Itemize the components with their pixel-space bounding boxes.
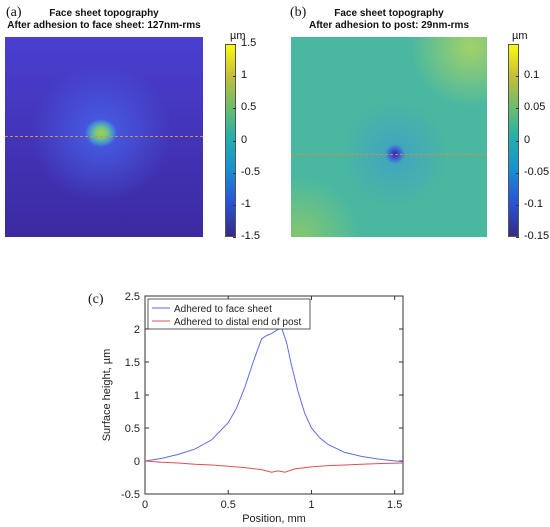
panel-a-title: Face sheet topography After adhesion to … — [5, 8, 203, 32]
panel-b-colorbar-tick-mark — [516, 172, 519, 174]
panel-b-colorbar-tick-mark — [516, 204, 519, 206]
panel-b-colorbar-tick-label: -0.15 — [524, 230, 550, 242]
panel-a-colorbar-tick-mark — [233, 237, 236, 238]
panel-b-colorbar-tick-label: 0.1 — [524, 69, 540, 82]
panel-a-colorbar-tick-mark — [233, 204, 236, 206]
panel-a-colorbar-tick-label: -1.5 — [241, 230, 260, 242]
panel-a-title-line2: After adhesion to face sheet: 127nm-rms — [7, 20, 201, 31]
panel-a-colorbar-tick-mark — [233, 108, 236, 110]
panel-b-title-line2: After adhesion to post: 29nm-rms — [308, 20, 470, 31]
panel-b-letter: (b) — [290, 5, 307, 20]
panel-b-colorbar-tick-label: -0.1 — [524, 197, 543, 210]
panel-a-heatmap — [5, 37, 203, 237]
panel-a-colorbar-tick-mark — [233, 76, 236, 78]
panel-a-colorbar-tick-label: 1 — [241, 69, 248, 82]
y-tick-label: 0 — [134, 456, 140, 468]
panel-a-colorbar-tick-mark — [233, 172, 236, 174]
legend-label: Adhered to distal end of post — [174, 317, 302, 328]
y-tick-label: 1.5 — [125, 357, 140, 369]
x-tick-label: 1.5 — [387, 499, 402, 511]
panel-b-colorbar-unit: µm — [512, 30, 528, 42]
panel-b-colorbar-tick-mark — [516, 140, 519, 142]
legend-box — [147, 298, 311, 330]
panel-b-colorbar-tick-label: 0 — [524, 133, 531, 146]
panel-b-cut-line — [291, 154, 487, 155]
x-tick-label: 0.5 — [221, 499, 236, 511]
panel-a-title-line1: Face sheet topography — [49, 8, 159, 19]
x-axis-label: Position, mm — [242, 513, 306, 525]
panel-b-colorbar-tick-label: 0.05 — [524, 101, 546, 114]
panel-b-colorbar-tick-mark — [516, 76, 519, 78]
panel-a-colorbar-tick-label: 1.5 — [241, 37, 257, 49]
panel-b-colorbar-tick-label: -0.05 — [524, 165, 550, 178]
y-tick-label: 2 — [134, 324, 140, 336]
panel-b-heatmap — [291, 37, 487, 237]
y-tick-label: 2.5 — [125, 291, 140, 303]
panel-b-colorbar-tick-mark — [516, 108, 519, 110]
legend-label: Adhered to face sheet — [174, 304, 272, 315]
panel-b-title: Face sheet topography After adhesion to … — [291, 8, 487, 32]
panel-a-colorbar-tick-mark — [233, 44, 236, 45]
panel-b-colorbar-tick-mark — [516, 237, 519, 238]
x-tick-label: 0 — [142, 499, 148, 511]
y-axis-label: Surface height, µm — [101, 349, 113, 442]
x-tick-label: 1 — [308, 499, 314, 511]
panel-a-colorbar-tick-label: -1 — [241, 197, 251, 210]
panel-a-colorbar-tick-label: -0.5 — [241, 165, 260, 178]
series-line-2 — [144, 460, 404, 473]
panel-a-colorbar-tick-label: 0 — [241, 133, 248, 146]
y-tick-label: 0.5 — [125, 423, 140, 435]
series-line-1 — [144, 326, 404, 463]
panel-a-colorbar-tick-label: 0.5 — [241, 101, 257, 114]
panel-a-colorbar-unit: µm — [230, 30, 246, 42]
panel-a-cut-line — [5, 136, 203, 137]
y-tick-label: 1 — [134, 390, 140, 402]
y-tick-label: -0.5 — [121, 489, 140, 501]
panel-c-letter: (c) — [88, 292, 104, 307]
panel-a-letter: (a) — [6, 5, 22, 20]
panel-b-title-line1: Face sheet topography — [334, 8, 444, 19]
panel-a-colorbar-tick-mark — [233, 140, 236, 142]
